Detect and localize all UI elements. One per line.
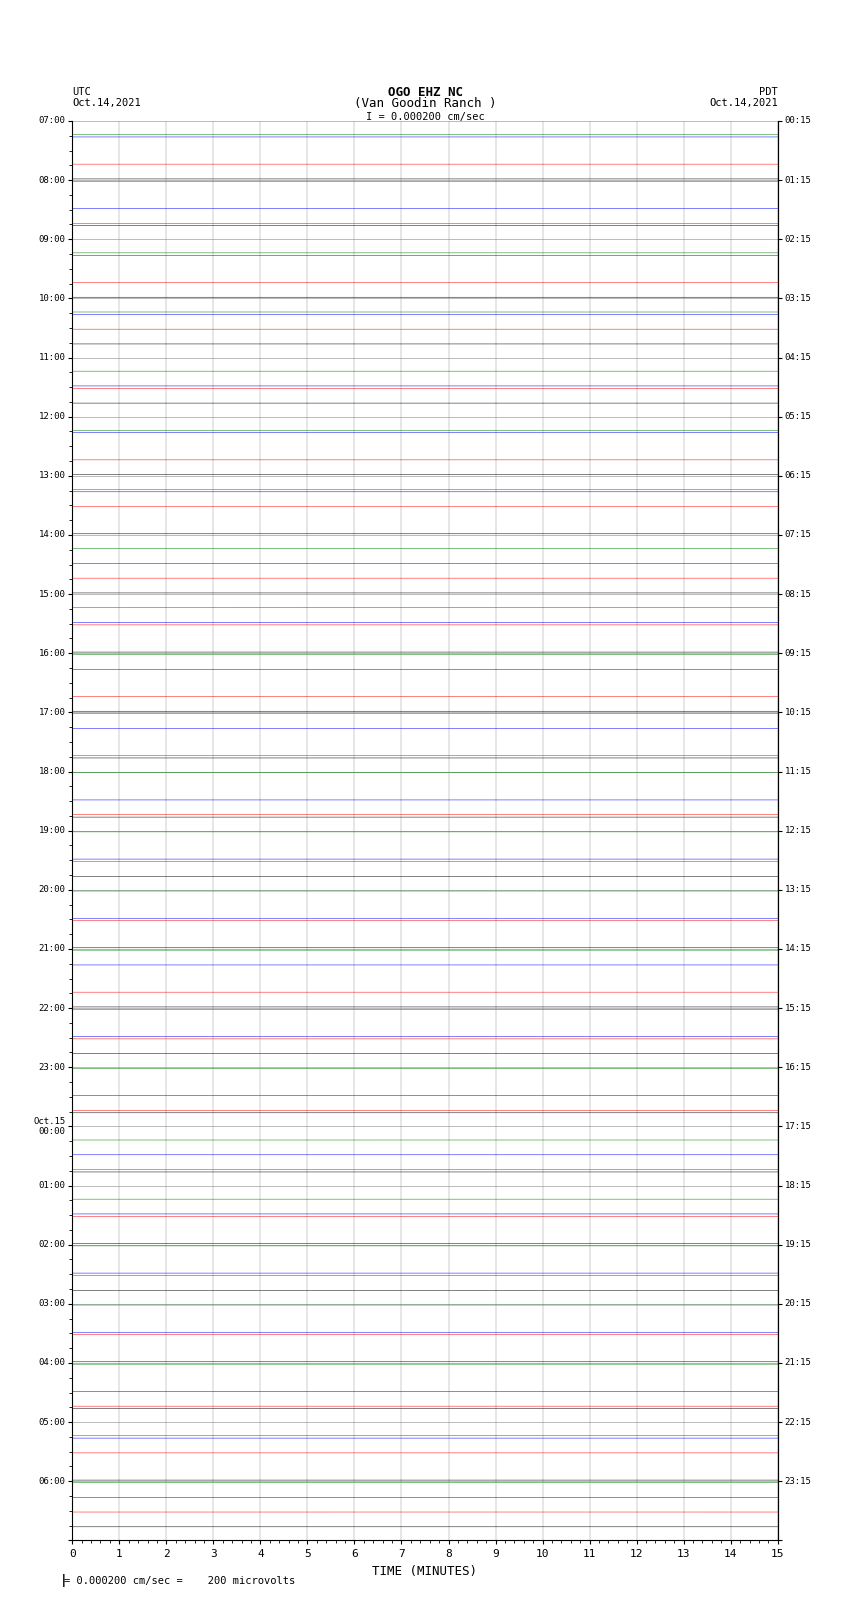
Text: (Van Goodin Ranch ): (Van Goodin Ranch ) [354,97,496,111]
Text: |: | [60,1574,67,1587]
Text: OGO EHZ NC: OGO EHZ NC [388,85,462,100]
Text: Oct.14,2021: Oct.14,2021 [709,98,778,108]
X-axis label: TIME (MINUTES): TIME (MINUTES) [372,1565,478,1578]
Text: PDT: PDT [759,87,778,97]
Text: Oct.14,2021: Oct.14,2021 [72,98,141,108]
Text: UTC: UTC [72,87,91,97]
Text: I = 0.000200 cm/sec: I = 0.000200 cm/sec [366,111,484,123]
Text: = 0.000200 cm/sec =    200 microvolts: = 0.000200 cm/sec = 200 microvolts [64,1576,295,1586]
